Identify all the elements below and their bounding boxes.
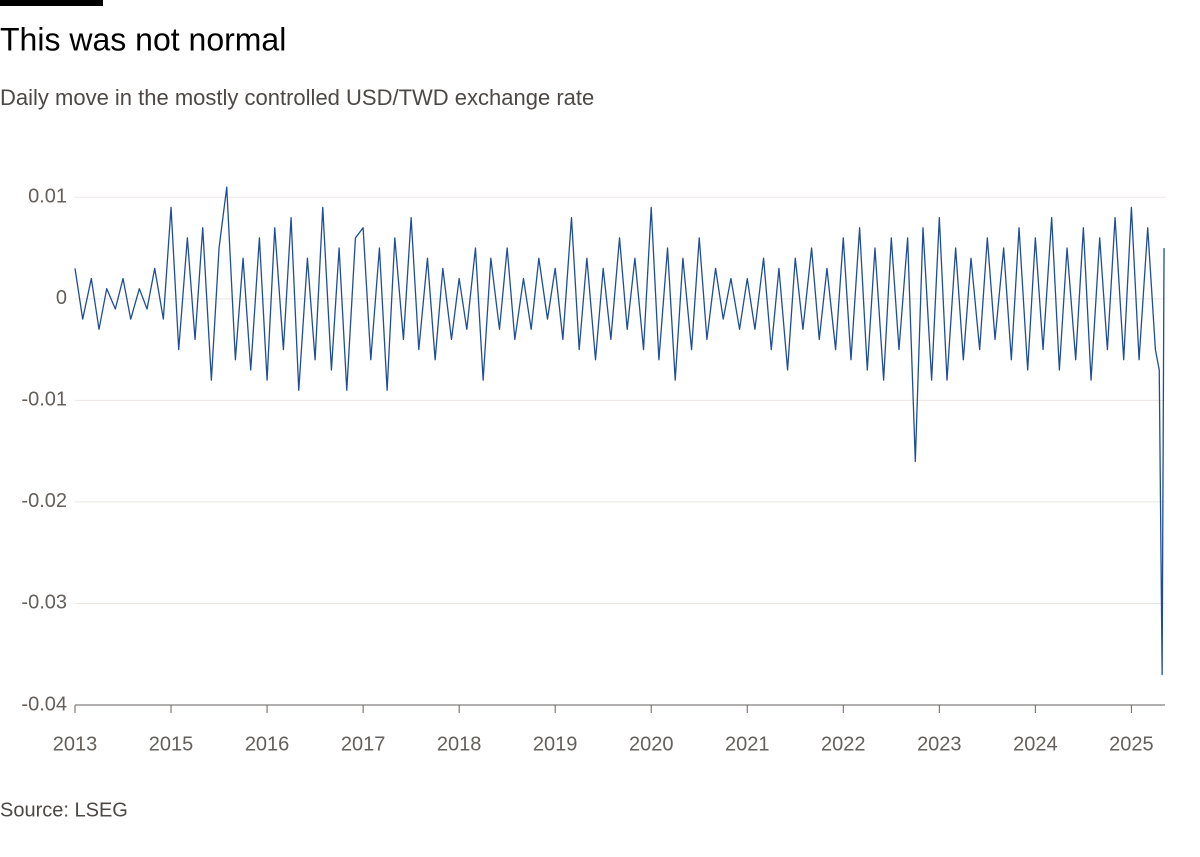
x-tick-label: 2019 xyxy=(533,733,578,755)
x-tick-label: 2017 xyxy=(341,733,386,755)
y-tick-label: -0.02 xyxy=(21,490,67,512)
y-tick-label: -0.03 xyxy=(21,592,67,614)
x-tick-label: 2015 xyxy=(149,733,194,755)
x-tick-label: 2022 xyxy=(821,733,866,755)
x-tick-label: 2020 xyxy=(629,733,674,755)
chart-title: This was not normal xyxy=(0,21,286,57)
y-tick-label: -0.01 xyxy=(21,389,67,411)
x-tick-label: 2021 xyxy=(725,733,770,755)
x-tick-label: 2023 xyxy=(917,733,962,755)
x-tick-label: 2024 xyxy=(1013,733,1058,755)
x-tick-label: 2013 xyxy=(53,733,98,755)
x-tick-label: 2025 xyxy=(1109,733,1154,755)
data-line xyxy=(74,186,1165,676)
y-tick-label: 0.01 xyxy=(28,186,67,208)
y-tick-label: -0.04 xyxy=(21,693,67,715)
x-tick-label: 2016 xyxy=(245,733,290,755)
chart-subtitle: Daily move in the mostly controlled USD/… xyxy=(0,85,594,110)
x-tick-label: 2018 xyxy=(437,733,482,755)
brand-bar xyxy=(0,0,103,6)
y-tick-label: 0 xyxy=(56,287,67,309)
source-note: Source: LSEG xyxy=(0,799,128,821)
